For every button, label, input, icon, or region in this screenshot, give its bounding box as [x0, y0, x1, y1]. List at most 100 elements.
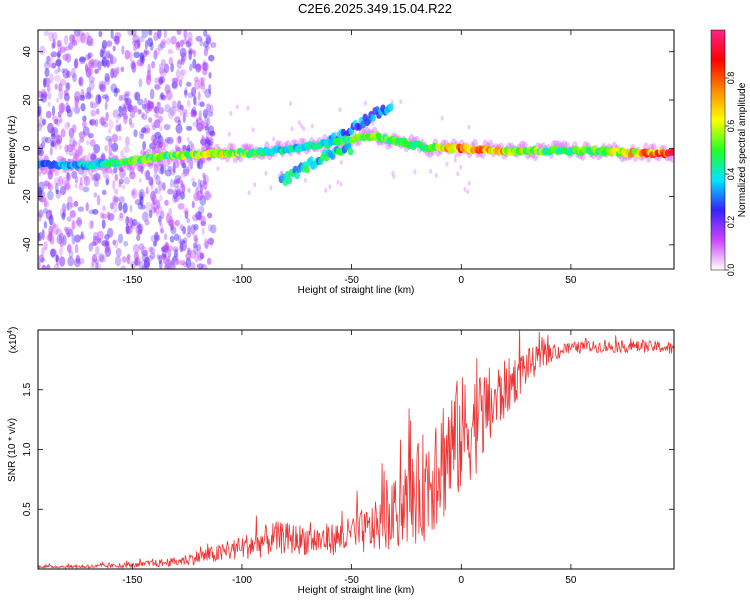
y-tick-label: -40: [22, 237, 33, 252]
heatmap-cell: [66, 231, 71, 238]
heatmap-cell: [202, 87, 208, 94]
heatmap-cell: [186, 136, 190, 142]
heatmap-cell: [151, 60, 156, 69]
heatmap-cell: [152, 199, 157, 206]
heatmap-cell: [160, 163, 167, 174]
heatmap-cell: [43, 30, 50, 36]
heatmap-cell: [164, 233, 168, 241]
heatmap-cell: [62, 209, 66, 218]
heatmap-cell: [182, 168, 190, 177]
heatmap-cell: [199, 180, 204, 188]
heatmap-cell: [162, 182, 166, 191]
heatmap-cell: [126, 258, 132, 265]
heatmap-cell: [62, 53, 69, 61]
heatmap-cell: [141, 127, 147, 134]
heatmap-cell: [83, 175, 91, 187]
heatmap-cell: [58, 89, 64, 100]
heatmap-cell: [39, 113, 43, 119]
heatmap-cell: [146, 148, 152, 154]
heatmap-cell: [85, 176, 89, 182]
heatmap-cell: [144, 175, 148, 181]
heatmap-cell: [39, 169, 43, 174]
heatmap-cell: [187, 161, 191, 167]
heatmap-cell: [193, 223, 199, 231]
heatmap-cell: [43, 77, 51, 88]
heatmap-cell: [114, 188, 119, 195]
heatmap-cell: [64, 184, 68, 190]
heatmap-cell: [55, 189, 61, 199]
heatmap-cell: [190, 224, 196, 235]
heatmap-cell: [38, 90, 43, 98]
colorbar-gradient: [710, 29, 726, 271]
heatmap-cell: [69, 34, 75, 43]
x-tick-label: -100: [232, 575, 252, 586]
heatmap-cell: [92, 101, 97, 109]
heatmap-cell: [187, 37, 193, 48]
heatmap-cell: [137, 228, 143, 235]
heatmap-cell: [173, 158, 179, 169]
heatmap-cell: [105, 135, 113, 142]
snr-y-axis-label: SNR (10 * v/v): [7, 418, 18, 482]
heatmap-cell: [134, 39, 141, 50]
heatmap-cell: [118, 123, 122, 132]
heatmap-cell: [168, 215, 173, 226]
heatmap-cell: [147, 37, 153, 48]
heatmap-cell: [177, 203, 185, 210]
heatmap-cell: [191, 177, 196, 183]
heatmap-cell: [156, 101, 161, 109]
heatmap-cell: [172, 188, 178, 200]
heatmap-cell: [66, 201, 70, 211]
snr-y-multiplier: (x104): [7, 327, 19, 354]
heatmap-cell: [105, 174, 110, 185]
heatmap-cell: [94, 173, 102, 181]
heatmap-cell: [97, 237, 102, 244]
heatmap-cell: [201, 263, 208, 269]
heatmap-cell: [153, 163, 159, 173]
heatmap-cell: [205, 34, 211, 45]
heatmap-cell: [66, 172, 71, 182]
heatmap-cell: [190, 261, 196, 269]
heatmap-cell: [388, 103, 394, 112]
heatmap-cell: [176, 60, 183, 69]
heatmap-cell: [117, 114, 121, 120]
x-tick-label: -150: [122, 575, 142, 586]
heatmap-cell: [210, 224, 217, 234]
heatmap-cell: [138, 188, 145, 200]
heatmap-cell: [99, 116, 107, 126]
heatmap-cell: [73, 200, 79, 207]
heatmap-cell: [170, 35, 177, 45]
heatmap-cell: [55, 59, 62, 67]
heatmap-cell: [467, 124, 471, 130]
heatmap-cell: [177, 135, 182, 144]
heatmap-cell: [159, 125, 163, 131]
heatmap-cell: [80, 103, 86, 112]
heatmap-cell: [164, 103, 171, 113]
heatmap-cell: [186, 99, 191, 108]
heatmap-cell: [98, 253, 105, 263]
heatmap-cell: [102, 41, 106, 52]
heatmap-cell: [107, 53, 114, 59]
heatmap-cell: [59, 185, 67, 196]
heatmap-cell: [167, 136, 174, 145]
heatmap-cell: [74, 234, 81, 243]
heatmap-cell: [47, 92, 52, 100]
heatmap-cell: [82, 120, 87, 129]
heatmap-cell: [47, 181, 51, 190]
heatmap-cell: [188, 49, 196, 55]
heatmap-cell: [157, 43, 164, 51]
heatmap-cell: [163, 123, 171, 131]
heatmap-cell: [251, 127, 255, 133]
heatmap-cell: [184, 89, 188, 99]
x-tick-label: -50: [344, 275, 359, 286]
heatmap-cell: [151, 193, 157, 205]
heatmap-cell: [41, 118, 47, 126]
heatmap-cell: [127, 30, 134, 36]
heatmap-cell: [86, 93, 93, 99]
heatmap-cell: [114, 255, 122, 267]
snr-y-multiplier-close: ): [8, 327, 19, 330]
heatmap-cell: [54, 118, 61, 127]
heatmap-cell: [75, 219, 83, 225]
heatmap-cell: [175, 258, 180, 266]
heatmap-cell: [149, 252, 156, 260]
heatmap-cell: [167, 49, 174, 55]
